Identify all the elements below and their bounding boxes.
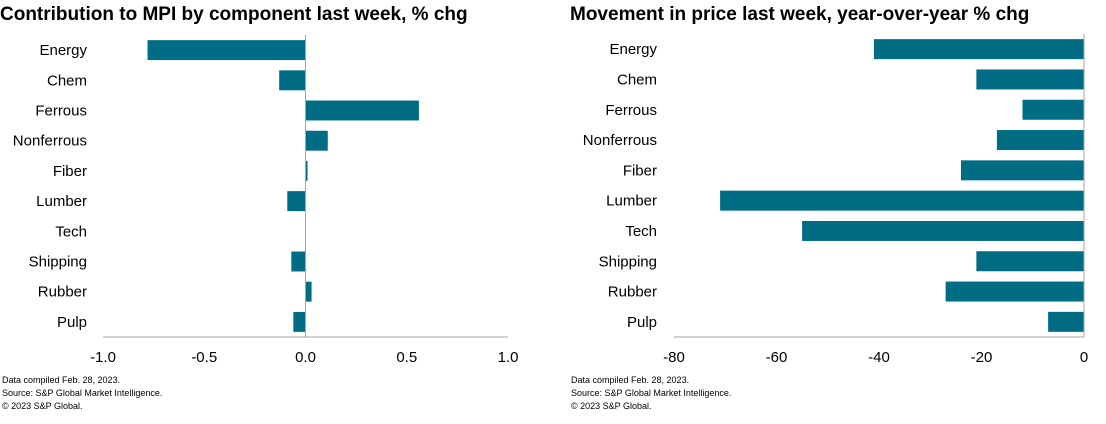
x-tick-label: 1.0 [498, 349, 519, 366]
category-label-chem: Chem [47, 72, 87, 89]
x-tick-label: -40 [868, 349, 890, 366]
category-label-nonferrous: Nonferrous [583, 132, 657, 149]
category-label-energy: Energy [39, 42, 87, 59]
category-label-pulp: Pulp [627, 314, 657, 331]
category-label-lumber: Lumber [606, 193, 657, 210]
category-label-rubber: Rubber [608, 284, 657, 301]
footnote-source: Source: S&P Global Market Intelligence. [571, 388, 732, 398]
category-label-tech: Tech [55, 223, 87, 240]
category-label-lumber: Lumber [36, 193, 87, 210]
bar-chem [976, 69, 1084, 90]
footnote-copyright: © 2023 S&P Global. [571, 401, 652, 411]
bar-energy [147, 40, 306, 61]
category-label-pulp: Pulp [57, 314, 87, 331]
bar-pulp [293, 311, 306, 332]
footnote-copyright: © 2023 S&P Global. [2, 401, 83, 411]
x-tick-label: -80 [663, 349, 685, 366]
category-label-rubber: Rubber [38, 284, 87, 301]
bar-lumber [287, 191, 306, 212]
bar-rubber [945, 281, 1084, 302]
bar-fiber [305, 160, 308, 181]
bar-tech [802, 220, 1084, 241]
footnote-left: Data compiled Feb. 28, 2023. Source: S&P… [2, 374, 162, 413]
contribution-bar-chart: Energy Chem Ferrous Nonferrous Fiber Lumber Te… [13, 35, 519, 366]
bar-shipping [976, 251, 1084, 272]
bar-ferrous [1022, 99, 1084, 120]
chart-title-price-movement: Movement in price last week, year-over-y… [570, 4, 1030, 25]
category-label-tech: Tech [625, 223, 657, 240]
category-label-fiber: Fiber [623, 162, 657, 179]
category-label-shipping: Shipping [599, 253, 657, 270]
bar-rubber [305, 281, 312, 302]
x-tick-label: -60 [766, 349, 788, 366]
bar-nonferrous [996, 130, 1084, 151]
bar-chem [279, 70, 306, 91]
x-tick-label: 0.5 [396, 349, 417, 366]
category-label-fiber: Fiber [53, 163, 87, 180]
bar-energy [873, 39, 1084, 60]
bar-ferrous [305, 100, 419, 121]
x-tick-label: -1.0 [90, 349, 116, 366]
bar-lumber [720, 190, 1084, 211]
bar-pulp [1048, 311, 1084, 332]
footnote-data-compiled: Data compiled Feb. 28, 2023. [2, 375, 121, 385]
bar-shipping [291, 251, 306, 272]
footnote-right: Data compiled Feb. 28, 2023. Source: S&P… [571, 374, 731, 413]
category-label-ferrous: Ferrous [35, 103, 87, 120]
x-tick-label: -20 [971, 349, 993, 366]
bar-nonferrous [305, 130, 328, 151]
category-label-chem: Chem [617, 71, 657, 88]
category-label-ferrous: Ferrous [605, 102, 657, 119]
category-label-nonferrous: Nonferrous [13, 133, 87, 150]
x-tick-label: 0 [1080, 349, 1088, 366]
footnote-source: Source: S&P Global Market Intelligence. [2, 388, 163, 398]
x-tick-label: -0.5 [191, 349, 217, 366]
category-label-energy: Energy [609, 41, 657, 58]
bar-fiber [961, 160, 1084, 181]
chart-title-contribution: Contribution to MPI by component last we… [0, 4, 468, 25]
category-label-shipping: Shipping [29, 254, 87, 271]
x-tick-label: 0.0 [295, 349, 316, 366]
footnote-data-compiled: Data compiled Feb. 28, 2023. [571, 375, 690, 385]
